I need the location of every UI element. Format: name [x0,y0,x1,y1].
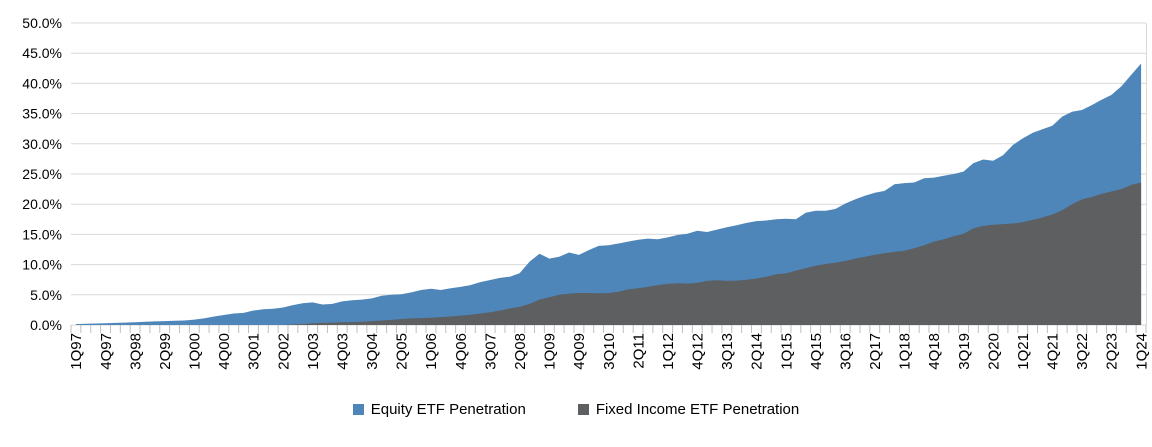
x-axis-label: 3Q07 [482,333,499,370]
x-axis-label: 4Q12 [690,333,707,370]
equity-legend-swatch-icon [352,404,364,415]
x-axis-label: 2Q11 [630,333,647,369]
legend-item-equity: Equity ETF Penetration [352,401,526,418]
x-axis-label: 3Q16 [837,333,854,370]
x-axis-label: 3Q19 [956,333,973,370]
x-axis-label: 1Q97 [68,333,85,370]
x-axis-label: 4Q21 [1045,333,1062,370]
fixed-income-legend-label: Fixed Income ETF Penetration [595,401,800,418]
x-axis-label: 1Q12 [660,333,677,370]
x-axis-label: 3Q04 [364,333,381,370]
x-axis-label: 1Q21 [1015,333,1032,370]
x-axis-label: 1Q24 [1133,333,1150,370]
x-axis-label: 4Q18 [926,333,943,370]
x-axis-label: 2Q23 [1104,333,1121,370]
y-axis-label: 10.0% [22,257,62,273]
y-axis-label: 45.0% [22,45,62,61]
y-axis-label: 20.0% [22,196,62,212]
x-axis-label: 3Q98 [127,333,144,370]
fixed-income-legend-swatch-icon [577,404,589,415]
x-axis-label: 4Q09 [571,333,588,370]
y-axis-label: 40.0% [22,75,62,91]
x-axis-label: 3Q13 [719,333,736,370]
x-axis-label: 4Q00 [216,333,233,370]
x-axis-label: 1Q09 [542,333,559,370]
chart-legend: Equity ETF Penetration Fixed Income ETF … [0,402,1152,417]
x-axis-label: 4Q03 [334,333,351,370]
y-axis-label: 30.0% [22,136,62,152]
fixed-income-area-series [75,182,1142,325]
y-axis-label: 15.0% [22,226,62,242]
y-axis-label: 35.0% [22,106,62,122]
y-axis-label: 5.0% [30,287,62,303]
x-axis-label: 4Q06 [453,333,470,370]
x-axis-label: 2Q08 [512,333,529,370]
x-axis-label: 4Q97 [98,333,115,370]
x-axis-label: 2Q20 [985,333,1002,370]
x-axis-label: 1Q15 [778,333,795,370]
x-axis-label: 2Q05 [394,333,411,370]
x-axis-label: 2Q02 [275,333,292,370]
x-axis-label: 1Q00 [187,333,204,370]
y-axis-label: 50.0% [22,15,62,31]
x-axis-label: 1Q06 [423,333,440,370]
plot-area: 0.0% 5.0% 10.0% 15.0% 20.0% 25.0% 30.0% 35.0% 40… [22,15,1150,370]
x-axis-label: 3Q22 [1074,333,1091,370]
x-axis-label: 3Q10 [601,333,618,370]
equity-legend-label: Equity ETF Penetration [370,401,526,418]
x-axis-label: 2Q99 [157,333,174,370]
x-axis-label: 1Q03 [305,333,322,370]
y-axis-label: 0.0% [30,317,62,333]
x-axis-label: 3Q01 [246,333,263,370]
x-axis-label: 2Q14 [749,333,766,370]
x-axis-label: 2Q17 [867,333,884,370]
legend-item-fixed-income: Fixed Income ETF Penetration [577,401,800,418]
y-axis-label: 25.0% [22,166,62,182]
x-axis-label: 4Q15 [808,333,825,370]
x-axis-label: 1Q18 [897,333,914,370]
